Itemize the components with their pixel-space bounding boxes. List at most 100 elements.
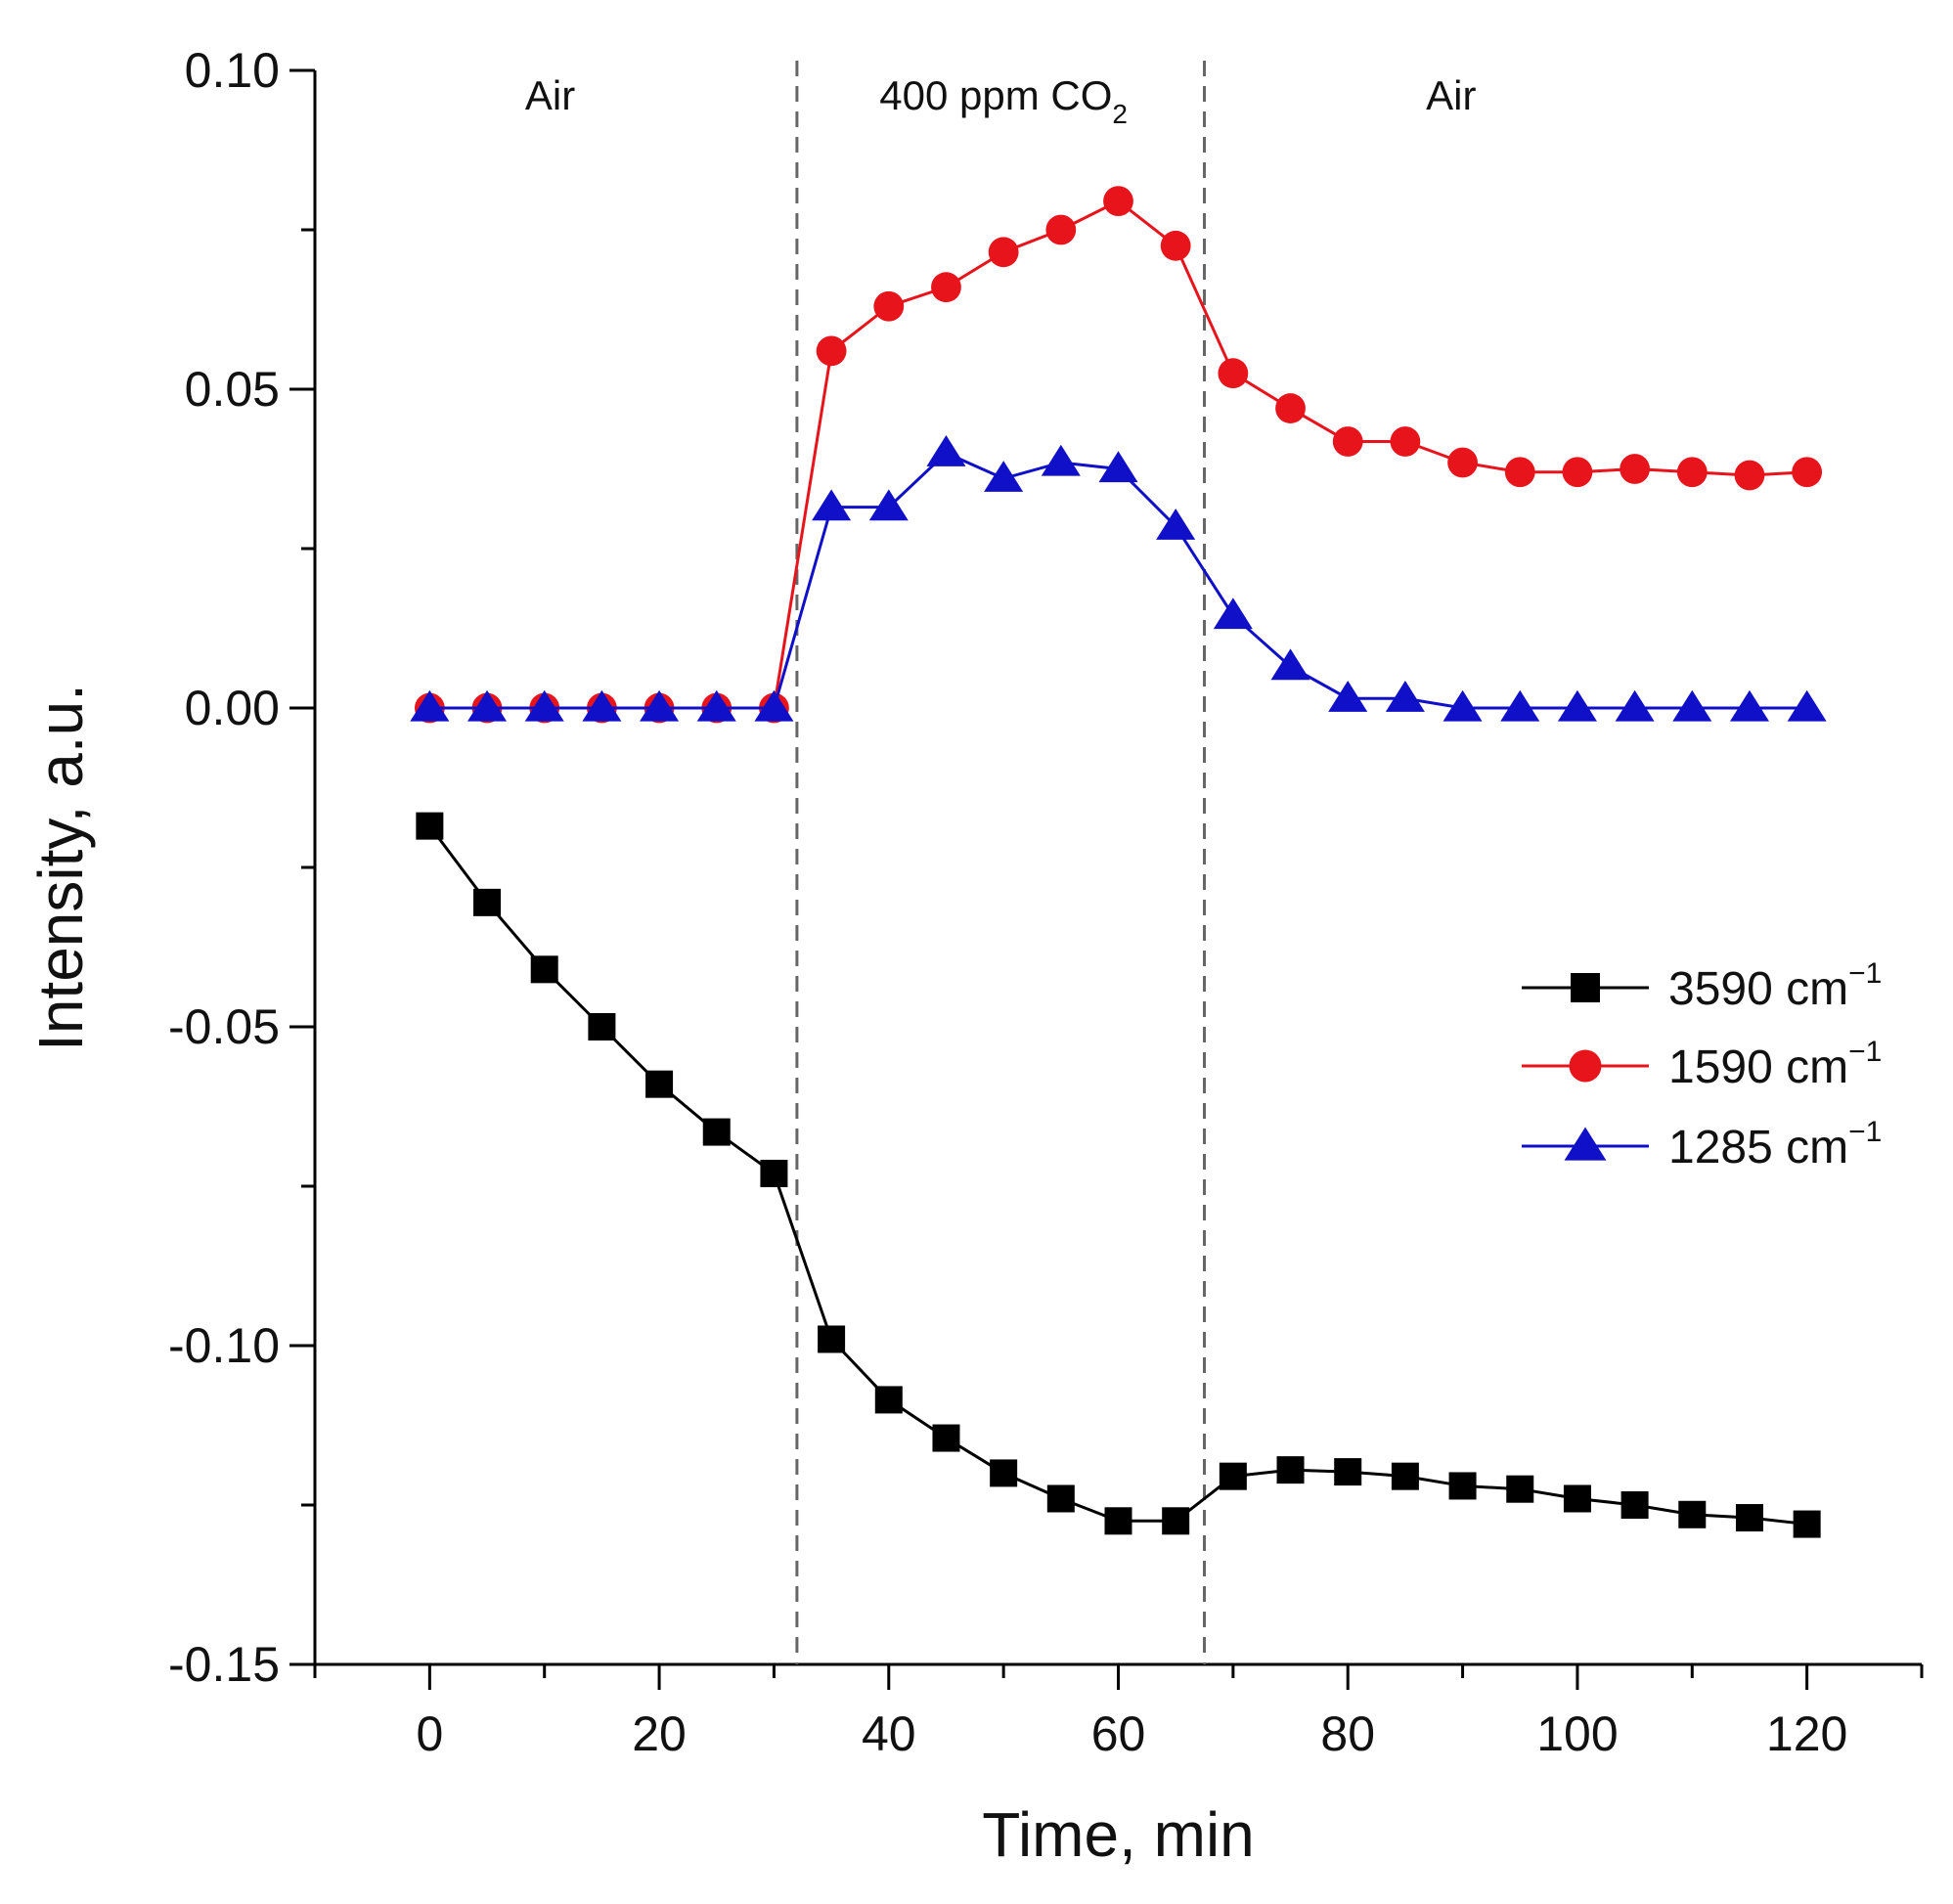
data-point [990,1459,1018,1487]
axes: -0.15 -0.10 -0.05 0.00 0.05 0.10 0 20 40 60 80 100 1… [168,43,1924,1761]
data-point [754,689,794,722]
data-point [868,489,909,521]
data-point [416,812,444,840]
data-point [702,1118,731,1146]
data-point [1334,1458,1362,1486]
data-point [874,1386,903,1414]
data-point [1276,1456,1305,1484]
data-point [818,1325,846,1353]
legend-label: 1285 cm−1 [1668,1116,1882,1173]
y-tick-label: 0.10 [185,43,280,98]
data-point [1563,1484,1591,1513]
data-point [696,689,736,722]
data-point [1385,681,1425,712]
region-label-text: 400 ppm CO [879,72,1112,118]
region-label-text: Air [1426,72,1476,118]
data-point [1104,1507,1132,1535]
data-point [1275,393,1306,423]
data-point [1332,426,1363,457]
data-point [1046,1484,1075,1513]
legend-marker [1569,1049,1602,1083]
data-point [1218,358,1249,389]
x-tick-label: 40 [862,1706,916,1761]
data-point [1735,1504,1763,1532]
data-point [1729,689,1769,722]
region-dividers [795,61,1207,1664]
region-label-text: Air [525,72,575,118]
legend-item: 1590 cm−1 [1522,1036,1882,1093]
data-point [988,237,1019,268]
series-group [410,186,1827,1538]
data-point [1162,1507,1190,1535]
data-point [1098,451,1138,483]
x-tick-label: 0 [416,1706,443,1761]
data-point [530,955,558,984]
series-2 [410,435,1827,722]
data-point [473,888,502,916]
data-point [524,689,564,722]
data-point [1506,1475,1534,1503]
y-tick-label: 0.05 [185,362,280,417]
data-point [582,689,622,722]
region-label: Air [525,72,575,118]
region-label: Air [1426,72,1476,118]
data-point [984,461,1024,492]
data-point [640,689,680,722]
data-point [760,1159,788,1187]
data-point [1103,186,1133,217]
data-point [1443,689,1483,722]
data-point [926,435,966,466]
data-point [873,290,905,322]
data-point [467,689,508,722]
y-tick-label: -0.15 [168,1637,280,1692]
legend-label-text: 1285 cm [1668,1122,1848,1173]
y-axis-title: Intensity, a.u. [25,684,96,1051]
data-point [1219,1462,1247,1490]
data-point [1391,1462,1419,1490]
data-point [645,1070,674,1098]
series-line [429,451,1807,710]
data-point [1270,648,1310,681]
data-point [1615,689,1655,722]
data-point [1793,1510,1821,1538]
data-point [410,689,450,722]
data-point [812,489,852,521]
data-point [1504,457,1535,488]
series-0 [416,812,1821,1538]
series-line [428,824,1807,1527]
data-point [932,1424,960,1452]
legend-label: 1590 cm−1 [1668,1036,1882,1093]
legend-label-superscript: −1 [1848,957,1882,990]
region-label-subscript: 2 [1112,99,1128,129]
data-point [1787,689,1827,722]
x-tick-label: 120 [1766,1706,1847,1761]
data-point [931,272,961,303]
data-point [1792,457,1823,488]
data-point [1213,598,1253,630]
x-tick-label: 60 [1091,1706,1146,1761]
legend-item: 1285 cm−1 [1522,1116,1882,1173]
data-point [1562,457,1593,488]
x-tick-label: 80 [1320,1706,1375,1761]
data-point [1045,214,1077,245]
y-tick-label: -0.05 [168,999,280,1054]
region-labels: Air 400 ppm CO2 Air [525,72,1477,129]
data-point [1734,460,1765,491]
data-point [1557,689,1597,722]
x-tick-label: 100 [1536,1706,1618,1761]
legend-label-text: 3590 cm [1668,963,1848,1015]
data-point [1620,1491,1649,1519]
data-point [1328,681,1368,712]
data-point [1390,426,1421,457]
y-tick-label: -0.10 [168,1318,280,1373]
data-point [816,335,847,367]
data-point [1678,1500,1707,1528]
legend-label-text: 1590 cm [1668,1041,1848,1093]
data-point [1156,508,1196,540]
x-tick-label: 20 [632,1706,687,1761]
data-point [1500,689,1540,722]
legend-label: 3590 cm−1 [1668,957,1882,1015]
data-point [1620,454,1651,484]
